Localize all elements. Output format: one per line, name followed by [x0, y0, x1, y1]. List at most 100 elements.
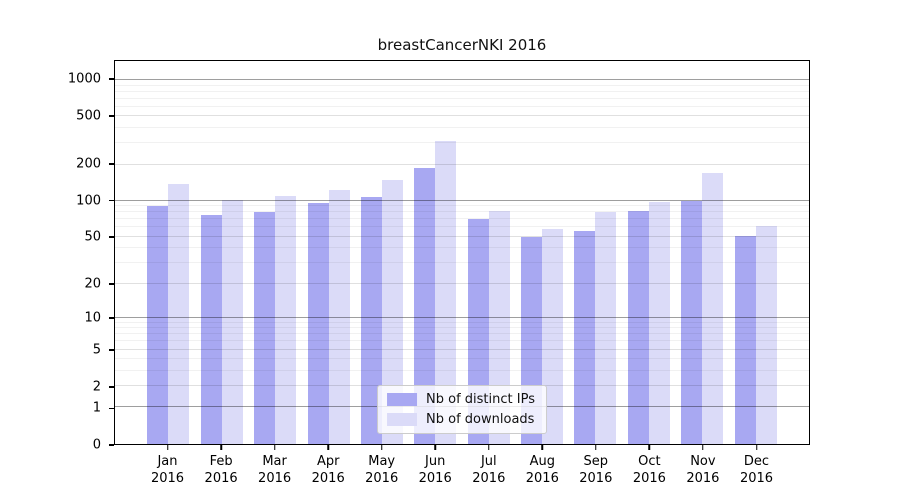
x-tick-mark-apr — [327, 445, 329, 450]
x-tick-month: Feb — [209, 454, 233, 469]
x-tick-mark-aug — [541, 445, 544, 450]
x-tick-label-jul: Jul 2016 — [472, 453, 505, 487]
bar-oct-downloads — [648, 201, 670, 444]
x-tick-label-nov: Nov 2016 — [686, 453, 719, 487]
x-tick-month: Sep — [583, 454, 609, 469]
y-tick-mark-500 — [109, 115, 114, 117]
x-tick-year: 2016 — [204, 471, 238, 486]
y-tick-label-1: 1 — [92, 400, 101, 416]
bar-feb-downloads — [221, 199, 243, 444]
x-tick-label-feb: Feb 2016 — [205, 453, 238, 487]
legend-swatch-downloads — [387, 413, 418, 426]
x-tick-mark-dec — [755, 445, 758, 450]
x-tick-mark-jun — [434, 445, 436, 450]
y-tick-mark-50 — [109, 236, 114, 238]
x-tick-year: 2016 — [150, 471, 185, 486]
bar-apr-downloads — [328, 189, 350, 444]
y-tick-label-1000: 1000 — [67, 71, 101, 87]
legend-swatch-distinct-ips — [387, 393, 418, 406]
x-tick-label-dec: Dec 2016 — [740, 453, 773, 487]
x-tick-month: Jun — [425, 454, 446, 469]
bar-dec-distinct-ips — [734, 235, 756, 444]
x-tick-mark-may — [380, 445, 383, 450]
bar-aug-downloads — [542, 229, 564, 444]
bar-jun-distinct-ips — [414, 168, 436, 444]
legend-item-downloads: Nb of downloads — [387, 412, 535, 427]
bar-group-oct — [627, 61, 670, 444]
bar-group-nov — [681, 61, 724, 444]
x-tick-month: Apr — [316, 454, 340, 469]
x-tick-month: Nov — [690, 454, 716, 469]
bar-jan-distinct-ips — [147, 206, 169, 444]
x-tick-label-oct: Oct 2016 — [633, 453, 666, 487]
bar-may-downloads — [381, 179, 403, 444]
y-axis: 0 1 2 5 10 20 50 100 200 500 1000 — [0, 60, 114, 452]
x-tick-mark-oct — [648, 445, 651, 450]
bar-group-feb — [200, 61, 243, 444]
y-tick-label-10: 10 — [84, 310, 101, 326]
legend: Nb of distinct IPs Nb of downloads — [377, 385, 547, 434]
x-tick-mark-jan — [166, 445, 169, 450]
y-tick-label-50: 50 — [84, 229, 101, 245]
x-tick-year: 2016 — [686, 471, 720, 486]
y-tick-mark-1 — [109, 407, 114, 409]
y-tick-label-5: 5 — [92, 342, 101, 358]
bar-apr-distinct-ips — [307, 202, 329, 444]
bar-group-jun — [414, 61, 457, 444]
y-tick-mark-0 — [109, 444, 114, 446]
bar-nov-downloads — [702, 173, 724, 444]
chart-title: breastCancerNKI 2016 — [377, 36, 547, 54]
x-tick-month: Oct — [638, 454, 661, 469]
x-tick-mark-nov — [702, 445, 704, 450]
x-tick-month: Jul — [480, 454, 497, 469]
x-axis: Jan 2016 Feb 2016 Mar 2016 Apr 2016 May 2016 Jun 20… — [114, 445, 810, 497]
x-tick-year: 2016 — [525, 471, 559, 486]
x-tick-year: 2016 — [472, 471, 506, 486]
x-tick-mark-jul — [488, 445, 490, 450]
bar-group-mar — [254, 61, 297, 444]
x-tick-mark-mar — [273, 445, 276, 450]
bar-feb-distinct-ips — [200, 215, 222, 444]
x-tick-label-sep: Sep 2016 — [579, 453, 612, 487]
legend-item-distinct-ips: Nb of distinct IPs — [387, 392, 535, 407]
y-tick-mark-1000 — [109, 78, 114, 80]
x-tick-month: May — [368, 454, 396, 469]
plot-area: Nb of distinct IPs Nb of downloads — [114, 60, 810, 445]
x-tick-year: 2016 — [418, 471, 452, 486]
bar-group-may — [360, 61, 403, 444]
x-tick-month: Dec — [743, 454, 770, 469]
x-tick-month: Mar — [262, 454, 287, 469]
bar-mar-downloads — [275, 195, 297, 444]
bar-dec-downloads — [755, 225, 777, 444]
bar-group-dec — [734, 61, 777, 444]
bar-nov-distinct-ips — [681, 200, 703, 444]
x-tick-year: 2016 — [579, 471, 613, 486]
bar-mar-distinct-ips — [254, 212, 276, 444]
y-tick-label-500: 500 — [76, 108, 101, 124]
x-tick-mark-sep — [595, 445, 597, 450]
x-tick-label-jun: Jun 2016 — [419, 453, 452, 487]
x-tick-label-mar: Mar 2016 — [258, 453, 291, 487]
bar-jun-downloads — [435, 140, 457, 444]
y-tick-label-100: 100 — [76, 193, 101, 208]
x-tick-year: 2016 — [311, 471, 345, 486]
bar-may-distinct-ips — [360, 196, 382, 444]
y-tick-label-2: 2 — [92, 379, 101, 395]
y-tick-label-0: 0 — [92, 437, 101, 453]
y-tick-mark-5 — [109, 349, 114, 351]
bar-oct-distinct-ips — [627, 211, 649, 444]
bar-group-jan — [147, 61, 190, 444]
y-tick-mark-200 — [109, 163, 114, 165]
y-tick-mark-2 — [109, 386, 114, 388]
x-tick-year: 2016 — [632, 471, 666, 486]
legend-label-downloads: Nb of downloads — [426, 412, 535, 427]
x-tick-year: 2016 — [739, 471, 774, 486]
x-tick-label-may: May 2016 — [365, 453, 398, 487]
bar-group-sep — [574, 61, 617, 444]
bar-sep-distinct-ips — [574, 230, 596, 444]
y-tick-label-20: 20 — [84, 276, 101, 292]
x-tick-label-apr: Apr 2016 — [312, 453, 345, 487]
y-tick-mark-10 — [109, 317, 114, 319]
legend-label-distinct-ips: Nb of distinct IPs — [426, 392, 535, 407]
